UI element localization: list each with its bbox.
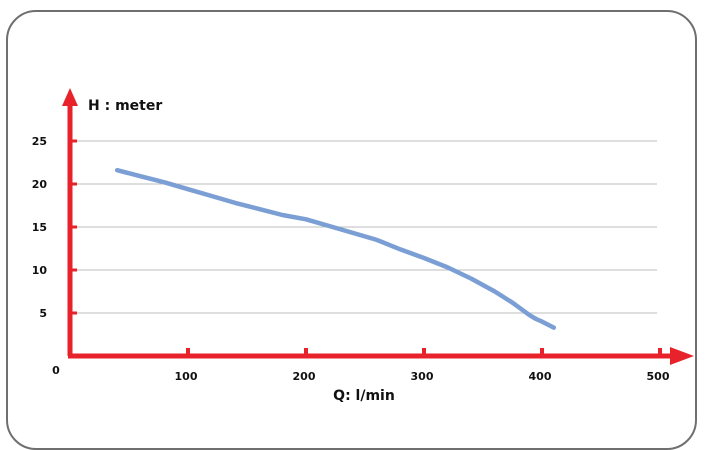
series-line-0 (114, 167, 557, 330)
axis-layer (62, 88, 694, 365)
chart: H : meter Q: l/min 0 5 10 15 20 25 100 200 300 4… (32, 88, 694, 404)
y-axis-arrow (62, 88, 78, 106)
y-tick-label-10: 10 (32, 264, 48, 277)
label-layer: H : meter Q: l/min 0 5 10 15 20 25 100 200 300 4… (32, 98, 670, 404)
origin-label: 0 (52, 364, 60, 377)
x-axis-arrow (670, 347, 694, 365)
chart-card (6, 10, 697, 450)
y-tick-label-20: 20 (32, 178, 48, 191)
y-tick-label-25: 25 (32, 135, 47, 148)
x-tick-label-100: 100 (175, 370, 198, 383)
x-tick-label-400: 400 (529, 370, 552, 383)
x-tick-label-200: 200 (293, 370, 316, 383)
y-tick-label-15: 15 (32, 221, 47, 234)
x-tick-label-500: 500 (647, 370, 670, 383)
y-tick-label-5: 5 (39, 307, 47, 320)
x-tick-label-300: 300 (411, 370, 434, 383)
series-layer (114, 167, 557, 330)
y-axis-title: H : meter (88, 98, 162, 114)
grid-layer (70, 140, 657, 314)
x-axis-title: Q: l/min (333, 388, 395, 404)
